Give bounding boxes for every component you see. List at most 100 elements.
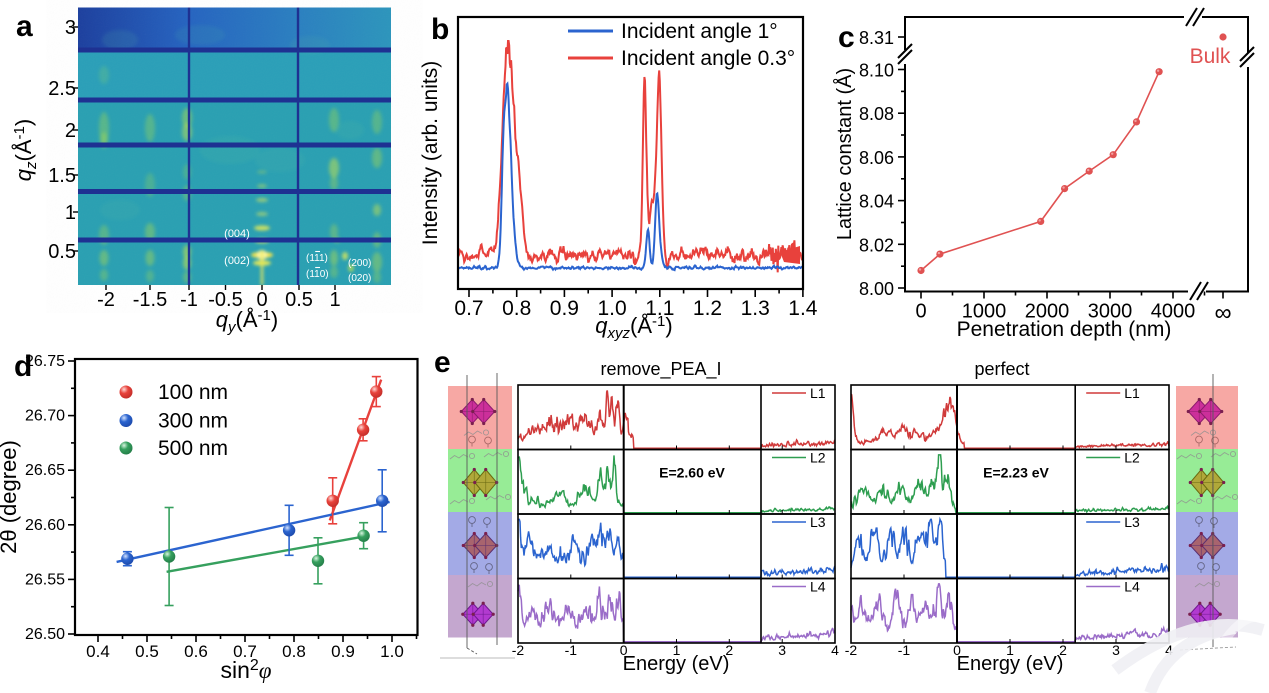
svg-text:1: 1 bbox=[65, 202, 76, 224]
svg-text:8.02: 8.02 bbox=[859, 235, 894, 255]
svg-text:500 nm: 500 nm bbox=[158, 437, 228, 460]
svg-text:1.3: 1.3 bbox=[741, 297, 770, 320]
svg-text:(111): (111) bbox=[306, 253, 328, 264]
svg-text:Lattice constant (Å): Lattice constant (Å) bbox=[833, 68, 856, 240]
svg-text:0.5: 0.5 bbox=[285, 289, 313, 311]
svg-text:8.00: 8.00 bbox=[859, 279, 894, 299]
svg-text:-2: -2 bbox=[845, 642, 858, 658]
svg-text:sin2φ: sin2φ bbox=[220, 657, 271, 683]
svg-text:1000: 1000 bbox=[962, 301, 1007, 323]
svg-text:0.7: 0.7 bbox=[233, 642, 257, 661]
svg-text:26.65: 26.65 bbox=[25, 462, 65, 479]
svg-text:qz(Å-1): qz(Å-1) bbox=[11, 119, 40, 181]
svg-text:(200): (200) bbox=[348, 258, 371, 269]
svg-text:E=2.60 eV: E=2.60 eV bbox=[659, 465, 725, 481]
svg-text:remove_PEA_I: remove_PEA_I bbox=[600, 359, 721, 380]
svg-text:0.8: 0.8 bbox=[282, 642, 306, 661]
svg-text:E=2.23 eV: E=2.23 eV bbox=[983, 465, 1049, 481]
svg-text:perfect: perfect bbox=[974, 359, 1029, 379]
svg-text:d: d bbox=[14, 350, 32, 383]
svg-text:0: 0 bbox=[256, 289, 267, 311]
svg-text:e: e bbox=[434, 346, 451, 379]
svg-text:-2: -2 bbox=[512, 642, 525, 658]
svg-text:1.0: 1.0 bbox=[380, 642, 404, 661]
svg-text:L4: L4 bbox=[1124, 579, 1140, 595]
svg-text:qy(Å-1): qy(Å-1) bbox=[216, 307, 278, 336]
svg-text:3: 3 bbox=[778, 642, 786, 658]
svg-text:26.75: 26.75 bbox=[25, 353, 65, 370]
svg-text:1.4: 1.4 bbox=[788, 297, 818, 320]
svg-text:1.0: 1.0 bbox=[597, 297, 626, 320]
svg-text:0.9: 0.9 bbox=[331, 642, 355, 661]
svg-text:L1: L1 bbox=[810, 385, 826, 401]
svg-text:L3: L3 bbox=[1124, 514, 1140, 530]
svg-text:1.2: 1.2 bbox=[693, 297, 722, 320]
svg-text:2θ (degree): 2θ (degree) bbox=[0, 440, 21, 554]
svg-text:(002): (002) bbox=[224, 255, 250, 267]
svg-text:26.55: 26.55 bbox=[25, 571, 65, 588]
svg-text:2000: 2000 bbox=[1025, 301, 1070, 323]
svg-text:1: 1 bbox=[329, 289, 340, 311]
svg-text:100 nm: 100 nm bbox=[158, 381, 228, 404]
svg-text:1: 1 bbox=[1006, 642, 1014, 658]
svg-text:0: 0 bbox=[953, 642, 961, 658]
svg-text:(004): (004) bbox=[224, 228, 250, 240]
svg-text:Energy (eV): Energy (eV) bbox=[957, 653, 1064, 675]
svg-text:1.1: 1.1 bbox=[645, 297, 674, 320]
svg-text:26.50: 26.50 bbox=[25, 626, 65, 643]
svg-text:4: 4 bbox=[1165, 642, 1173, 658]
svg-text:8.10: 8.10 bbox=[859, 61, 894, 81]
svg-text:Incident angle 0.3°: Incident angle 0.3° bbox=[621, 47, 795, 70]
svg-text:300 nm: 300 nm bbox=[158, 410, 228, 433]
svg-text:Bulk: Bulk bbox=[1190, 45, 1231, 68]
svg-text:3: 3 bbox=[1112, 642, 1120, 658]
svg-text:0: 0 bbox=[620, 642, 628, 658]
svg-text:0.5: 0.5 bbox=[48, 241, 76, 263]
svg-text:2: 2 bbox=[65, 120, 76, 142]
svg-text:-2: -2 bbox=[97, 289, 115, 311]
svg-text:0.5: 0.5 bbox=[135, 642, 159, 661]
svg-text:8.31: 8.31 bbox=[859, 28, 894, 48]
svg-text:0.7: 0.7 bbox=[454, 297, 483, 320]
svg-text:1.5: 1.5 bbox=[48, 165, 76, 187]
svg-text:8.06: 8.06 bbox=[859, 148, 894, 168]
svg-text:L3: L3 bbox=[810, 514, 826, 530]
svg-text:-1: -1 bbox=[180, 289, 198, 311]
svg-text:4000: 4000 bbox=[1151, 301, 1196, 323]
svg-text:L4: L4 bbox=[810, 579, 826, 595]
svg-text:Incident angle 1°: Incident angle 1° bbox=[621, 20, 778, 43]
svg-text:qxyz(Å-1): qxyz(Å-1) bbox=[595, 313, 672, 342]
svg-text:0.4: 0.4 bbox=[86, 642, 110, 661]
svg-text:L2: L2 bbox=[810, 450, 826, 466]
svg-text:b: b bbox=[431, 13, 449, 46]
svg-text:(110): (110) bbox=[306, 269, 329, 280]
svg-text:3: 3 bbox=[65, 17, 76, 39]
svg-text:0.8: 0.8 bbox=[502, 297, 531, 320]
svg-text:-0.5: -0.5 bbox=[208, 289, 242, 311]
svg-text:0: 0 bbox=[915, 301, 926, 323]
svg-text:c: c bbox=[838, 21, 855, 54]
svg-text:(020): (020) bbox=[348, 273, 371, 284]
svg-text:4: 4 bbox=[831, 642, 839, 658]
svg-text:∞: ∞ bbox=[1214, 300, 1231, 327]
svg-text:8.04: 8.04 bbox=[859, 192, 894, 212]
svg-text:2: 2 bbox=[725, 642, 733, 658]
svg-text:Penetration depth (nm): Penetration depth (nm) bbox=[957, 318, 1172, 341]
svg-text:L1: L1 bbox=[1124, 385, 1140, 401]
svg-text:3000: 3000 bbox=[1088, 301, 1133, 323]
svg-text:26.70: 26.70 bbox=[25, 408, 65, 425]
svg-text:26.60: 26.60 bbox=[25, 517, 65, 534]
svg-text:0.9: 0.9 bbox=[550, 297, 579, 320]
svg-text:-1: -1 bbox=[565, 642, 578, 658]
svg-text:0.6: 0.6 bbox=[184, 642, 208, 661]
svg-text:L2: L2 bbox=[1124, 450, 1140, 466]
svg-text:Energy (eV): Energy (eV) bbox=[623, 653, 730, 675]
svg-text:1: 1 bbox=[673, 642, 681, 658]
svg-text:Intensity (arb. units): Intensity (arb. units) bbox=[419, 61, 442, 245]
svg-text:2.5: 2.5 bbox=[48, 78, 76, 100]
svg-text:2: 2 bbox=[1059, 642, 1067, 658]
svg-text:-1: -1 bbox=[898, 642, 911, 658]
svg-text:a: a bbox=[16, 10, 33, 43]
svg-text:8.08: 8.08 bbox=[859, 104, 894, 124]
svg-text:-1.5: -1.5 bbox=[133, 289, 167, 311]
